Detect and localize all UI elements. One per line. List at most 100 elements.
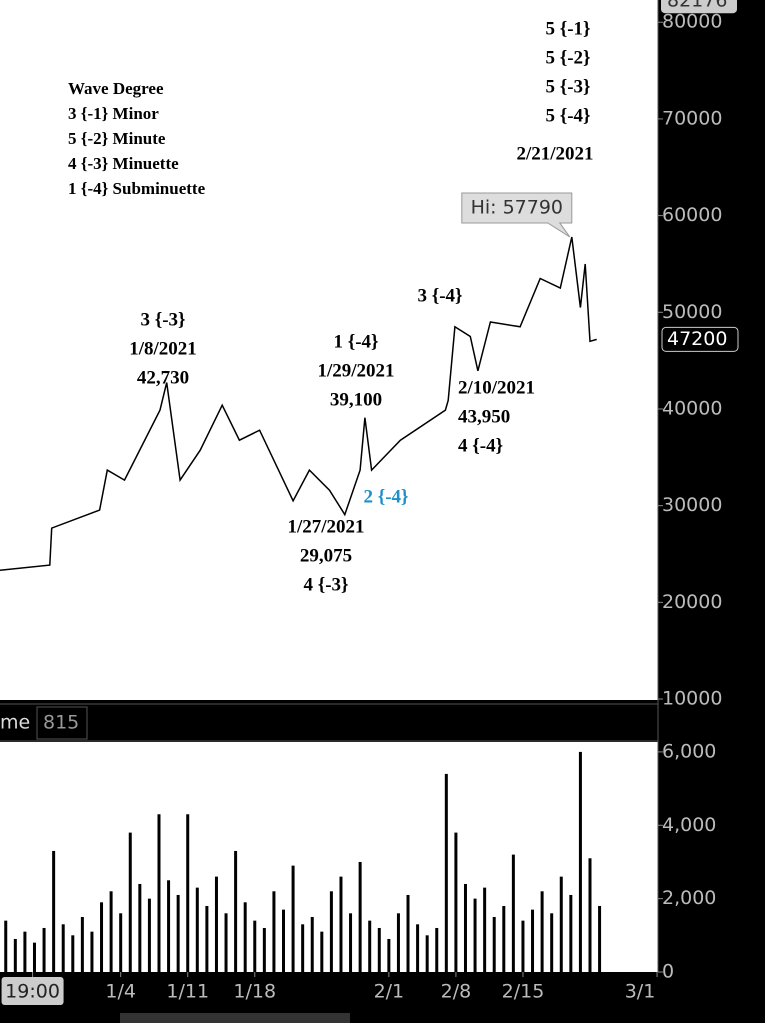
volume-bar: [195, 887, 199, 972]
y-tick-label: 2,000: [662, 887, 716, 909]
price-panel: [0, 0, 658, 700]
x-tick-label: 2/15: [502, 981, 545, 1003]
volume-bar: [71, 935, 75, 972]
volume-bar: [329, 891, 333, 972]
price-line: [0, 236, 597, 571]
volume-bar: [186, 814, 190, 972]
volume-bar: [291, 865, 295, 972]
volume-bar: [176, 894, 180, 972]
volume-bar: [483, 887, 487, 972]
wave-label: 1/29/2021: [317, 360, 394, 381]
wave-legend: 3 {-1} Minor: [68, 104, 159, 123]
wave-label: 1 {-4}: [333, 331, 378, 352]
y-tick-label: 20000: [662, 591, 722, 613]
wave-legend: 1 {-4} Subminuette: [68, 179, 206, 198]
wave-legend: 4 {-3} Minuette: [68, 154, 179, 173]
wave-legend: 5 {-2} Minute: [68, 129, 166, 148]
volume-bar: [205, 905, 209, 972]
volume-bar: [214, 876, 218, 972]
x-tick-label: 1/18: [233, 981, 276, 1003]
top-value-box: [661, 0, 737, 14]
volume-bar: [157, 814, 161, 972]
top-value: 82176: [667, 0, 727, 12]
volume-panel: [0, 742, 658, 972]
volume-bar: [147, 898, 151, 972]
volume-bar: [521, 920, 525, 972]
x-tick-label: 2/8: [441, 981, 472, 1003]
volume-bar: [100, 902, 104, 972]
volume-bar: [349, 913, 353, 972]
volume-bar: [234, 850, 238, 972]
y-tick-label: 60000: [662, 204, 722, 226]
scrollbar[interactable]: [120, 1013, 350, 1023]
wave-label: 5 {-4}: [545, 105, 590, 126]
crosshair-box: [1, 977, 64, 1005]
current-price: 47200: [667, 328, 727, 350]
wave-label: 29,075: [300, 545, 352, 566]
x-tick-label: 19:00: [5, 981, 60, 1003]
volume-bar: [224, 913, 228, 972]
y-tick-label: 70000: [662, 107, 722, 129]
volume-bar: [444, 773, 448, 972]
volume-bar: [406, 894, 410, 972]
y-tick-label: 50000: [662, 301, 722, 323]
volume-bar: [243, 902, 247, 972]
volume-bar: [61, 924, 65, 972]
volume-bar: [368, 920, 372, 972]
volume-bar: [454, 832, 458, 972]
volume-bar: [540, 891, 544, 972]
y-tick-label: 10000: [662, 688, 722, 710]
volume-bar: [4, 920, 8, 972]
wave-label: 2 {-4}: [363, 486, 408, 507]
volume-bar: [282, 909, 286, 972]
y-tick-label: 6,000: [662, 740, 716, 762]
wave-legend: Wave Degree: [68, 79, 164, 98]
x-tick-label: 1/4: [105, 981, 136, 1003]
wave-label: 4 {-3}: [303, 574, 348, 595]
wave-label: 3 {-3}: [140, 309, 185, 330]
volume-bar: [80, 916, 84, 972]
volume-bar: [598, 905, 602, 972]
wave-label: 5 {-1}: [545, 18, 590, 39]
y-tick-label: 40000: [662, 397, 722, 419]
wave-label: 2/21/2021: [516, 143, 593, 164]
volume-bar: [119, 913, 123, 972]
y-tick-label: 30000: [662, 494, 722, 516]
volume-bar: [416, 924, 420, 972]
volume-bar: [32, 942, 36, 972]
wave-label: 1/8/2021: [129, 338, 197, 359]
volume-value: 815: [43, 712, 79, 734]
volume-bar: [396, 913, 400, 972]
wave-label: 5 {-2}: [545, 47, 590, 68]
volume-bar: [559, 876, 563, 972]
volume-title: me: [0, 712, 30, 734]
volume-bar: [339, 876, 343, 972]
volume-bar: [387, 938, 391, 972]
volume-bar: [167, 880, 171, 972]
volume-bar: [128, 832, 132, 972]
volume-bar: [578, 751, 582, 972]
volume-bar: [463, 883, 467, 972]
current-price-box: [661, 326, 739, 352]
wave-label: 2/10/2021: [458, 377, 535, 398]
volume-bar: [531, 909, 535, 972]
volume-bar: [358, 861, 362, 972]
x-tick-label: 3/1: [625, 981, 656, 1003]
volume-bar: [42, 927, 46, 972]
volume-bar: [588, 858, 592, 972]
high-label: Hi: 57790: [471, 196, 563, 218]
volume-bar: [272, 891, 276, 972]
volume-bar: [13, 938, 17, 972]
volume-bar: [310, 916, 314, 972]
volume-bar: [425, 935, 429, 972]
volume-bar: [23, 931, 27, 972]
wave-label: 3 {-4}: [417, 285, 462, 306]
y-tick-label: 0: [662, 961, 674, 983]
volume-bar: [473, 898, 477, 972]
volume-bar: [511, 854, 515, 972]
volume-bar: [52, 850, 56, 972]
wave-label: 39,100: [330, 389, 382, 410]
volume-bar: [435, 927, 439, 972]
